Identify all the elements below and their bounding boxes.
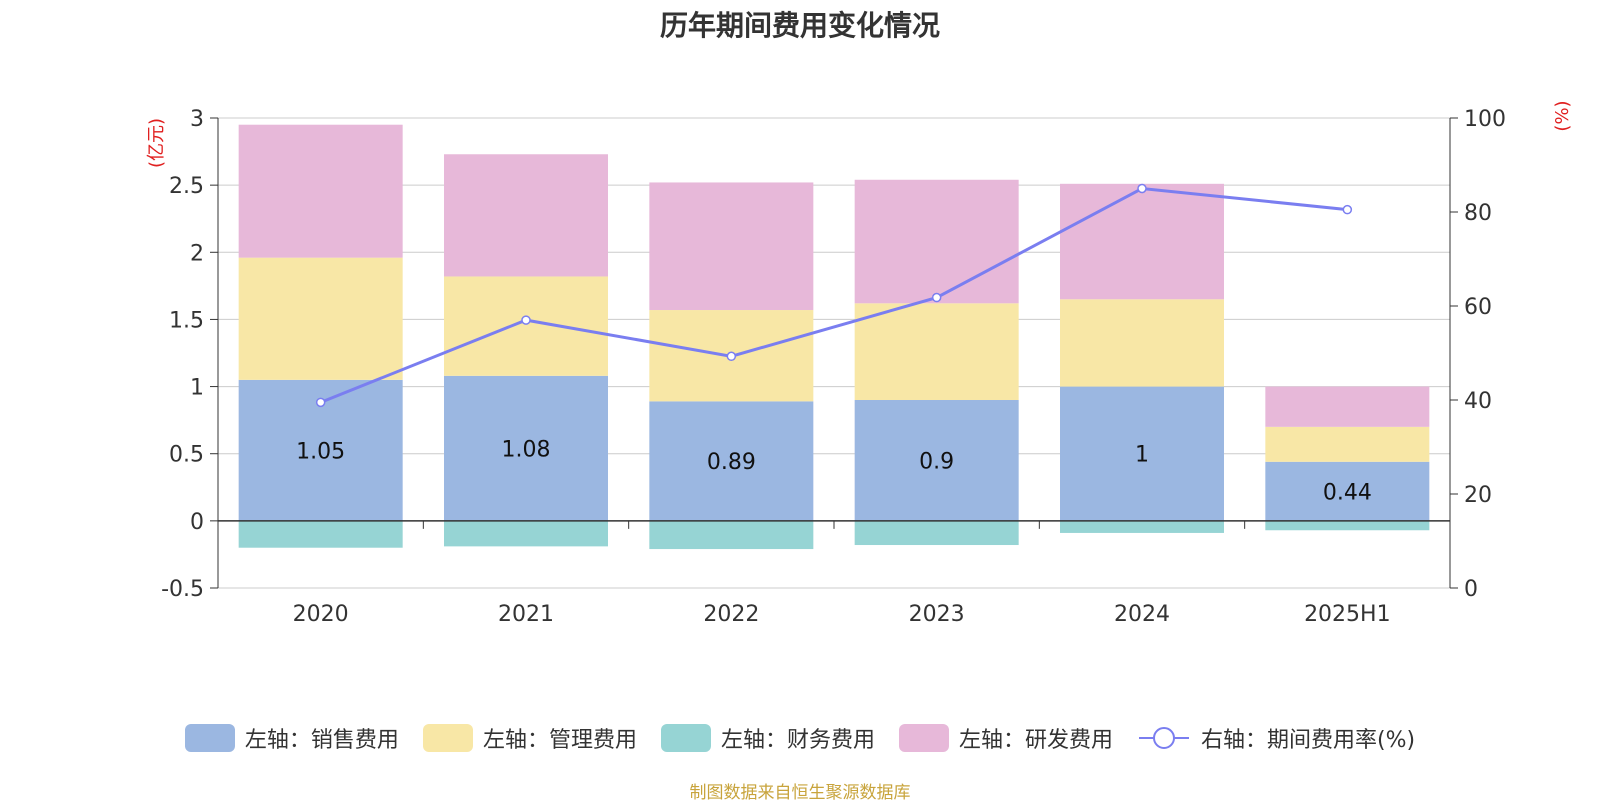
right-axis-unit: (%) bbox=[1552, 100, 1573, 131]
legend-swatch bbox=[184, 724, 235, 752]
line-point bbox=[315, 397, 326, 408]
legend-item[interactable]: 右轴：期间费用率(%) bbox=[1137, 722, 1415, 754]
line-point bbox=[1137, 183, 1147, 194]
data-label: 1 bbox=[1135, 443, 1149, 468]
data-label: 1.05 bbox=[296, 439, 345, 464]
x-axis-tick-label: 2021 bbox=[498, 602, 554, 627]
bar-rd bbox=[1265, 386, 1430, 427]
right-axis-tick-label: 60 bbox=[1464, 295, 1492, 320]
left-axis-tick-label: 2 bbox=[190, 241, 204, 266]
legend-label: 左轴：销售费用 bbox=[244, 728, 399, 753]
x-axis-tick-label: 2023 bbox=[909, 602, 965, 627]
bar-admin bbox=[1060, 299, 1224, 387]
left-axis-tick-label: 1 bbox=[190, 376, 204, 401]
left-axis-tick-label: -0.5 bbox=[161, 577, 204, 602]
bar-finance bbox=[238, 520, 403, 548]
bar-sales bbox=[1265, 461, 1430, 521]
legend-item[interactable]: 左轴：财务费用 bbox=[660, 722, 875, 754]
bar-admin bbox=[854, 303, 1019, 400]
bar-sales bbox=[854, 400, 1019, 521]
line-point bbox=[521, 315, 531, 325]
right-axis-tick-label: 0 bbox=[1464, 577, 1478, 602]
right-axis-tick-label: 40 bbox=[1464, 389, 1492, 414]
line-series bbox=[320, 186, 1348, 404]
legend-item[interactable]: 左轴：销售费用 bbox=[184, 722, 399, 754]
line-point bbox=[931, 292, 942, 303]
legend-item[interactable]: 左轴：管理费用 bbox=[422, 722, 637, 754]
source-note: 制图数据来自恒生聚源数据库 bbox=[689, 783, 911, 803]
legend-swatch bbox=[660, 724, 711, 752]
left-axis-unit: (亿元) bbox=[146, 118, 167, 168]
bar-admin bbox=[238, 257, 403, 380]
data-label: 0.89 bbox=[707, 450, 756, 475]
legend-label: 左轴：研发费用 bbox=[958, 728, 1113, 753]
legend-label: 左轴：财务费用 bbox=[720, 728, 875, 753]
bar-sales bbox=[649, 401, 814, 521]
bar-rd bbox=[854, 179, 1019, 304]
x-axis-tick-label: 2025H1 bbox=[1304, 602, 1391, 627]
left-axis-tick-label: 3 bbox=[190, 107, 204, 132]
x-axis-tick-label: 2022 bbox=[703, 602, 759, 627]
left-axis-tick-label: 2.5 bbox=[169, 174, 204, 199]
bar-sales bbox=[1060, 386, 1224, 521]
bar-rd bbox=[238, 124, 403, 258]
bar-finance bbox=[444, 520, 608, 547]
data-label: 1.08 bbox=[502, 437, 551, 462]
left-axis-tick-label: 1.5 bbox=[169, 308, 204, 333]
bar-rd bbox=[649, 182, 814, 311]
line-point bbox=[726, 351, 737, 362]
bar-finance bbox=[854, 520, 1019, 546]
bar-sales bbox=[444, 375, 608, 521]
data-label: 0.44 bbox=[1323, 480, 1372, 505]
bar-finance bbox=[649, 520, 814, 550]
legend-swatch bbox=[898, 724, 949, 752]
legend-item[interactable]: 左轴：研发费用 bbox=[898, 722, 1113, 754]
left-axis-tick-label: 0 bbox=[190, 510, 204, 535]
line-point bbox=[1342, 204, 1353, 215]
right-axis-tick-label: 80 bbox=[1464, 201, 1492, 226]
data-label: 0.9 bbox=[919, 449, 954, 474]
bar-rd bbox=[444, 154, 608, 277]
legend-label: 右轴：期间费用率(%) bbox=[1200, 728, 1416, 753]
chart-legend: 左轴：销售费用 左轴：管理费用 左轴：财务费用 左轴：研发费用 右轴：期间费用率(%) bbox=[0, 722, 1600, 754]
bar-finance bbox=[1060, 520, 1224, 533]
bar-finance bbox=[1265, 520, 1430, 531]
x-axis-tick-label: 2024 bbox=[1114, 602, 1170, 627]
legend-swatch bbox=[422, 724, 473, 752]
chart-title: 历年期间费用变化情况 bbox=[659, 9, 940, 42]
bar-admin bbox=[444, 276, 608, 376]
right-axis-tick-label: 20 bbox=[1464, 483, 1492, 508]
bar-admin bbox=[1265, 426, 1430, 462]
right-axis-tick-label: 100 bbox=[1464, 107, 1506, 132]
legend-line-icon bbox=[1138, 727, 1189, 749]
x-axis-tick-label: 2020 bbox=[293, 602, 349, 627]
bar-rd bbox=[1060, 183, 1224, 300]
left-axis-tick-label: 0.5 bbox=[169, 443, 204, 468]
legend-label: 左轴：管理费用 bbox=[482, 728, 637, 753]
